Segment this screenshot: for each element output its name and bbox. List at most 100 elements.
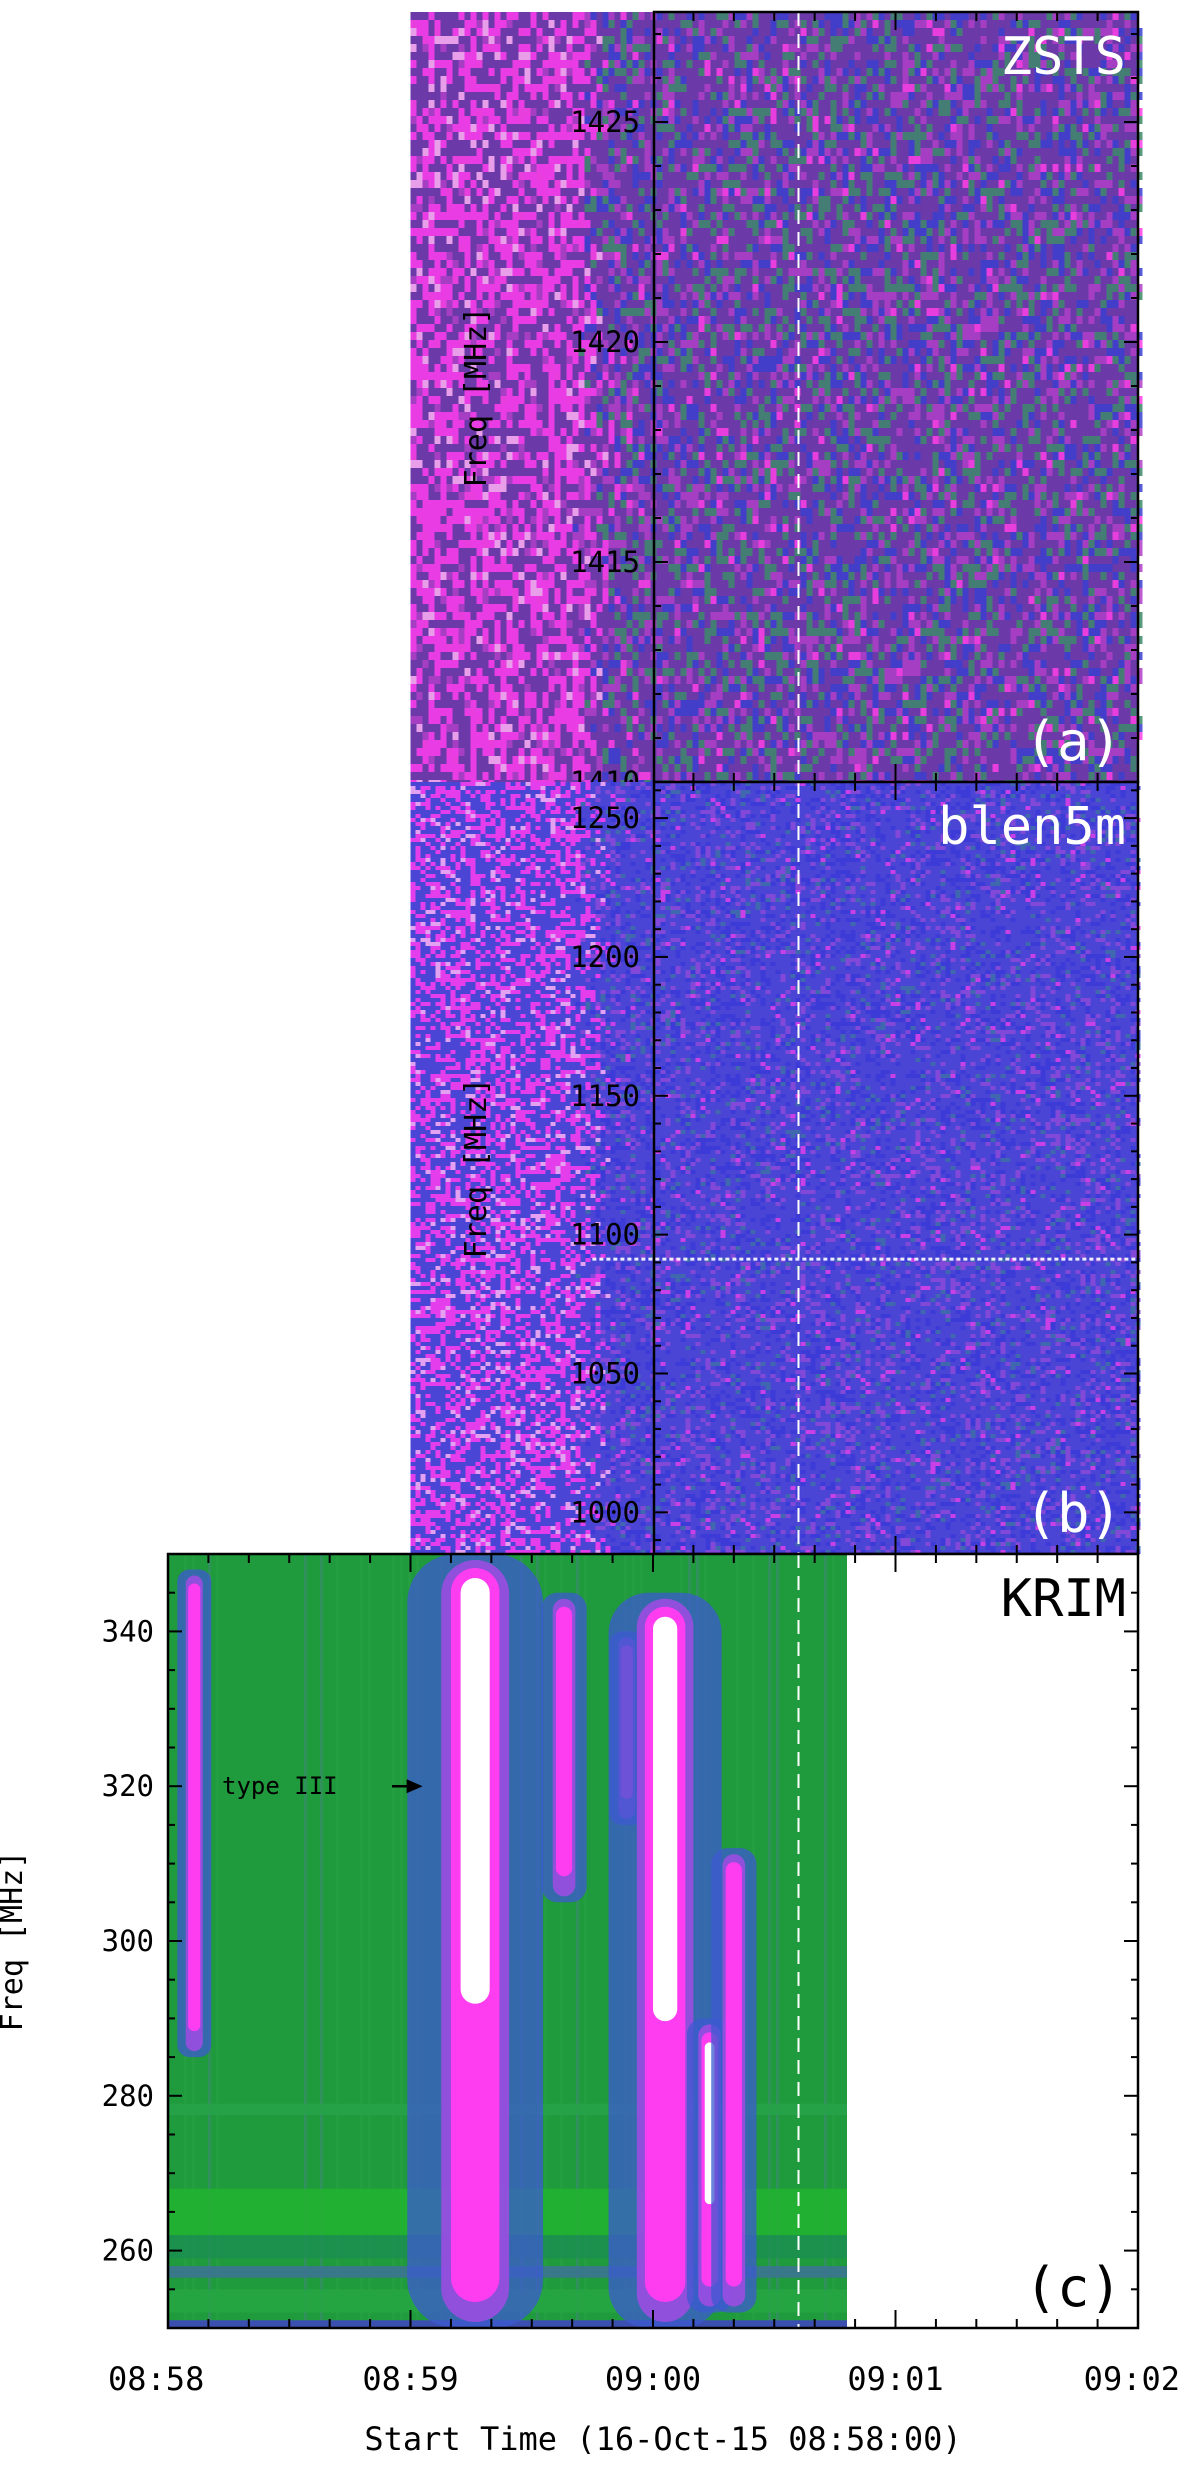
spectrogram-cell [1064,100,1071,108]
spectrogram-cell [608,268,615,276]
spectrogram-cell [1118,348,1125,356]
spectrogram-cell [998,572,1005,580]
spectrogram-cell [1058,212,1065,220]
spectrogram-cell [410,252,417,260]
spectrogram-cell [1118,396,1125,404]
spectrogram-cell [1040,68,1047,76]
spectrogram-cell [446,428,453,436]
spectrogram-cell [758,364,765,372]
spectrogram-cell [1064,36,1071,44]
spectrogram-cell [680,356,687,364]
spectrogram-cell [830,52,837,60]
spectrogram-cell [578,380,585,388]
spectrogram-cell [572,356,579,364]
spectrogram-cell [698,428,705,436]
spectrogram-cell [1100,100,1107,108]
spectrogram-cell [506,420,513,428]
spectrogram-cell [920,116,927,124]
spectrogram-cell [836,396,843,404]
spectrogram-cell [686,460,693,468]
spectrogram-cell [536,180,543,188]
spectrogram-cell [980,188,987,196]
spectrogram-cell [788,188,795,196]
spectrogram-cell [530,268,537,276]
spectrogram-cell [1004,60,1011,68]
spectrogram-cell [524,148,531,156]
spectrogram-cell [710,404,717,412]
spectrogram-cell [452,572,459,580]
spectrogram-cell [692,580,699,588]
spectrogram-cell [932,212,939,220]
spectrogram-cell [1058,452,1065,460]
spectrogram-cell [428,68,435,76]
spectrogram-cell [542,460,549,468]
spectrogram-cell [1052,244,1059,252]
spectrogram-cell [806,364,813,372]
spectrogram-cell [620,492,627,500]
spectrogram-cell [764,468,771,476]
spectrogram-cell [734,252,741,260]
spectrogram-cell [1040,196,1047,204]
spectrogram-cell [812,148,819,156]
spectrogram-cell [800,572,807,580]
spectrogram-cell [602,580,609,588]
spectrogram-cell [428,276,435,284]
spectrogram-cell [950,116,957,124]
spectrogram-cell [1082,108,1089,116]
spectrogram-cell [1040,172,1047,180]
spectrogram-cell [800,28,807,36]
spectrogram-cell [770,564,777,572]
spectrogram-cell [614,412,621,420]
spectrogram-cell [1040,44,1047,52]
spectrogram-cell [572,580,579,588]
spectrogram-cell [956,396,963,404]
spectrogram-cell [1088,508,1095,516]
spectrogram-cell [902,164,909,172]
spectrogram-cell [794,380,801,388]
spectrogram-cell [1004,492,1011,500]
spectrogram-cell [860,364,867,372]
spectrogram-cell [746,500,753,508]
spectrogram-cell [758,404,765,412]
spectrogram-cell [704,388,711,396]
spectrogram-cell [608,556,615,564]
spectrogram-cell [914,132,921,140]
spectrogram-cell [950,356,957,364]
spectrogram-cell [488,500,495,508]
spectrogram-cell [704,532,711,540]
spectrogram-cell [842,228,849,236]
spectrogram-cell [674,76,681,84]
spectrogram-cell [902,292,909,300]
spectrogram-cell [1100,308,1107,316]
spectrogram-cell [626,36,633,44]
spectrogram-cell [566,60,573,68]
spectrogram-cell [962,532,969,540]
spectrogram-cell [572,148,579,156]
spectrogram-cell [854,412,861,420]
spectrogram-cell [482,84,489,92]
spectrogram-cell [908,540,915,548]
spectrogram-cell [914,140,921,148]
spectrogram-cell [998,212,1005,220]
spectrogram-cell [548,228,555,236]
spectrogram-cell [824,308,831,316]
spectrogram-cell [470,508,477,516]
spectrogram-cell [686,348,693,356]
spectrogram-cell [1076,116,1083,124]
spectrogram-cell [440,140,447,148]
spectrogram-cell [782,164,789,172]
spectrogram-cell [602,132,609,140]
spectrogram-cell [1058,52,1065,60]
spectrogram-cell [956,132,963,140]
spectrogram-cell [728,380,735,388]
spectrogram-cell [902,284,909,292]
spectrogram-cell [482,164,489,172]
spectrogram-cell [1088,68,1095,76]
spectrogram-cell [668,404,675,412]
spectrogram-cell [734,532,741,540]
spectrogram-cell [440,500,447,508]
spectrogram-cell [614,228,621,236]
spectrogram-cell [1034,164,1041,172]
spectrogram-cell [872,164,879,172]
spectrogram-cell [710,540,717,548]
